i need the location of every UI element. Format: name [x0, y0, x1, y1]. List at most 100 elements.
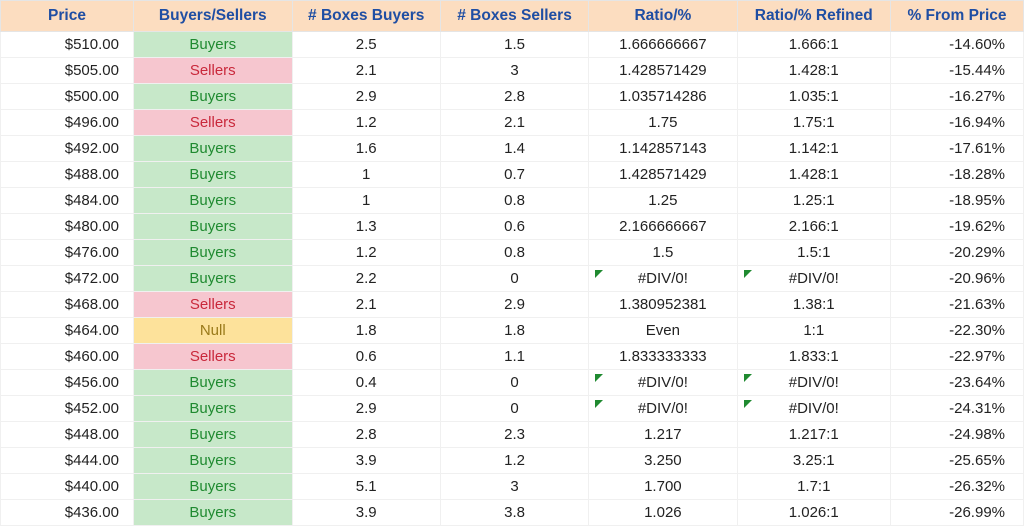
cell-ratio[interactable]: 1.428571429 — [589, 162, 737, 188]
cell-boxes-buyers[interactable]: 0.4 — [292, 370, 440, 396]
cell-ratio[interactable]: 1.5 — [589, 240, 737, 266]
cell-ratio[interactable]: 1.25 — [589, 188, 737, 214]
cell-pct-from-price[interactable]: -18.28% — [890, 162, 1023, 188]
cell-price[interactable]: $448.00 — [1, 422, 134, 448]
cell-pct-from-price[interactable]: -19.62% — [890, 214, 1023, 240]
cell-boxes-sellers[interactable]: 2.1 — [440, 110, 588, 136]
cell-status[interactable]: Buyers — [133, 214, 292, 240]
cell-ratio[interactable]: Even — [589, 318, 737, 344]
cell-boxes-buyers[interactable]: 2.5 — [292, 32, 440, 58]
cell-boxes-sellers[interactable]: 0.6 — [440, 214, 588, 240]
table-row[interactable]: $452.00Buyers2.90#DIV/0!#DIV/0!-24.31% — [1, 396, 1024, 422]
table-row[interactable]: $476.00Buyers1.20.81.51.5:1-20.29% — [1, 240, 1024, 266]
cell-status[interactable]: Buyers — [133, 136, 292, 162]
table-row[interactable]: $505.00Sellers2.131.4285714291.428:1-15.… — [1, 58, 1024, 84]
cell-boxes-buyers[interactable]: 2.8 — [292, 422, 440, 448]
cell-pct-from-price[interactable]: -20.29% — [890, 240, 1023, 266]
cell-price[interactable]: $496.00 — [1, 110, 134, 136]
cell-ratio-refined[interactable]: 1.38:1 — [737, 292, 890, 318]
cell-boxes-buyers[interactable]: 2.2 — [292, 266, 440, 292]
cell-ratio-refined[interactable]: 1.428:1 — [737, 58, 890, 84]
cell-pct-from-price[interactable]: -25.65% — [890, 448, 1023, 474]
table-row[interactable]: $468.00Sellers2.12.91.3809523811.38:1-21… — [1, 292, 1024, 318]
cell-price[interactable]: $460.00 — [1, 344, 134, 370]
cell-ratio-refined[interactable]: 1.7:1 — [737, 474, 890, 500]
cell-ratio-refined[interactable]: 1.428:1 — [737, 162, 890, 188]
cell-price[interactable]: $488.00 — [1, 162, 134, 188]
cell-pct-from-price[interactable]: -24.98% — [890, 422, 1023, 448]
cell-price[interactable]: $468.00 — [1, 292, 134, 318]
cell-boxes-sellers[interactable]: 0 — [440, 266, 588, 292]
table-row[interactable]: $456.00Buyers0.40#DIV/0!#DIV/0!-23.64% — [1, 370, 1024, 396]
cell-status[interactable]: Buyers — [133, 422, 292, 448]
cell-boxes-sellers[interactable]: 0.7 — [440, 162, 588, 188]
cell-price[interactable]: $480.00 — [1, 214, 134, 240]
cell-boxes-sellers[interactable]: 1.5 — [440, 32, 588, 58]
cell-boxes-buyers[interactable]: 5.1 — [292, 474, 440, 500]
cell-ratio-refined[interactable]: 1.035:1 — [737, 84, 890, 110]
cell-pct-from-price[interactable]: -20.96% — [890, 266, 1023, 292]
table-row[interactable]: $464.00Null1.81.8Even1:1-22.30% — [1, 318, 1024, 344]
table-row[interactable]: $488.00Buyers10.71.4285714291.428:1-18.2… — [1, 162, 1024, 188]
cell-boxes-sellers[interactable]: 3 — [440, 474, 588, 500]
cell-price[interactable]: $444.00 — [1, 448, 134, 474]
cell-boxes-sellers[interactable]: 0.8 — [440, 188, 588, 214]
cell-ratio[interactable]: 1.380952381 — [589, 292, 737, 318]
cell-ratio[interactable]: #DIV/0! — [589, 370, 737, 396]
table-row[interactable]: $460.00Sellers0.61.11.8333333331.833:1-2… — [1, 344, 1024, 370]
cell-boxes-buyers[interactable]: 1.2 — [292, 240, 440, 266]
col-price[interactable]: Price — [1, 1, 134, 32]
col-ratio[interactable]: Ratio/% — [589, 1, 737, 32]
cell-status[interactable]: Buyers — [133, 266, 292, 292]
cell-boxes-buyers[interactable]: 0.6 — [292, 344, 440, 370]
cell-ratio[interactable]: #DIV/0! — [589, 266, 737, 292]
cell-boxes-sellers[interactable]: 1.8 — [440, 318, 588, 344]
cell-boxes-buyers[interactable]: 1 — [292, 162, 440, 188]
cell-ratio-refined[interactable]: #DIV/0! — [737, 266, 890, 292]
col-pct-from-price[interactable]: % From Price — [890, 1, 1023, 32]
cell-price[interactable]: $492.00 — [1, 136, 134, 162]
cell-ratio[interactable]: 1.142857143 — [589, 136, 737, 162]
col-boxes-sellers[interactable]: # Boxes Sellers — [440, 1, 588, 32]
cell-pct-from-price[interactable]: -23.64% — [890, 370, 1023, 396]
cell-boxes-sellers[interactable]: 1.4 — [440, 136, 588, 162]
cell-price[interactable]: $456.00 — [1, 370, 134, 396]
cell-pct-from-price[interactable]: -14.60% — [890, 32, 1023, 58]
cell-status[interactable]: Buyers — [133, 448, 292, 474]
cell-price[interactable]: $505.00 — [1, 58, 134, 84]
cell-pct-from-price[interactable]: -15.44% — [890, 58, 1023, 84]
cell-ratio[interactable]: 1.75 — [589, 110, 737, 136]
cell-boxes-sellers[interactable]: 0.8 — [440, 240, 588, 266]
cell-status[interactable]: Sellers — [133, 292, 292, 318]
cell-ratio-refined[interactable]: 3.25:1 — [737, 448, 890, 474]
cell-boxes-buyers[interactable]: 2.9 — [292, 84, 440, 110]
cell-pct-from-price[interactable]: -24.31% — [890, 396, 1023, 422]
cell-ratio-refined[interactable]: 1.5:1 — [737, 240, 890, 266]
cell-price[interactable]: $464.00 — [1, 318, 134, 344]
cell-status[interactable]: Buyers — [133, 162, 292, 188]
cell-ratio[interactable]: 1.666666667 — [589, 32, 737, 58]
table-row[interactable]: $480.00Buyers1.30.62.1666666672.166:1-19… — [1, 214, 1024, 240]
cell-pct-from-price[interactable]: -16.94% — [890, 110, 1023, 136]
cell-price[interactable]: $440.00 — [1, 474, 134, 500]
cell-boxes-buyers[interactable]: 2.9 — [292, 396, 440, 422]
cell-ratio-refined[interactable]: 1.142:1 — [737, 136, 890, 162]
cell-boxes-sellers[interactable]: 1.1 — [440, 344, 588, 370]
cell-ratio-refined[interactable]: 2.166:1 — [737, 214, 890, 240]
cell-status[interactable]: Buyers — [133, 370, 292, 396]
cell-status[interactable]: Buyers — [133, 396, 292, 422]
cell-status[interactable]: Null — [133, 318, 292, 344]
table-row[interactable]: $500.00Buyers2.92.81.0357142861.035:1-16… — [1, 84, 1024, 110]
col-buyers-sellers[interactable]: Buyers/Sellers — [133, 1, 292, 32]
cell-boxes-buyers[interactable]: 1 — [292, 188, 440, 214]
cell-price[interactable]: $484.00 — [1, 188, 134, 214]
cell-status[interactable]: Buyers — [133, 188, 292, 214]
cell-boxes-buyers[interactable]: 1.8 — [292, 318, 440, 344]
cell-ratio[interactable]: 3.250 — [589, 448, 737, 474]
table-row[interactable]: $492.00Buyers1.61.41.1428571431.142:1-17… — [1, 136, 1024, 162]
cell-boxes-buyers[interactable]: 1.6 — [292, 136, 440, 162]
cell-ratio[interactable]: 1.217 — [589, 422, 737, 448]
cell-boxes-buyers[interactable]: 1.3 — [292, 214, 440, 240]
cell-ratio[interactable]: 1.700 — [589, 474, 737, 500]
cell-ratio-refined[interactable]: 1:1 — [737, 318, 890, 344]
